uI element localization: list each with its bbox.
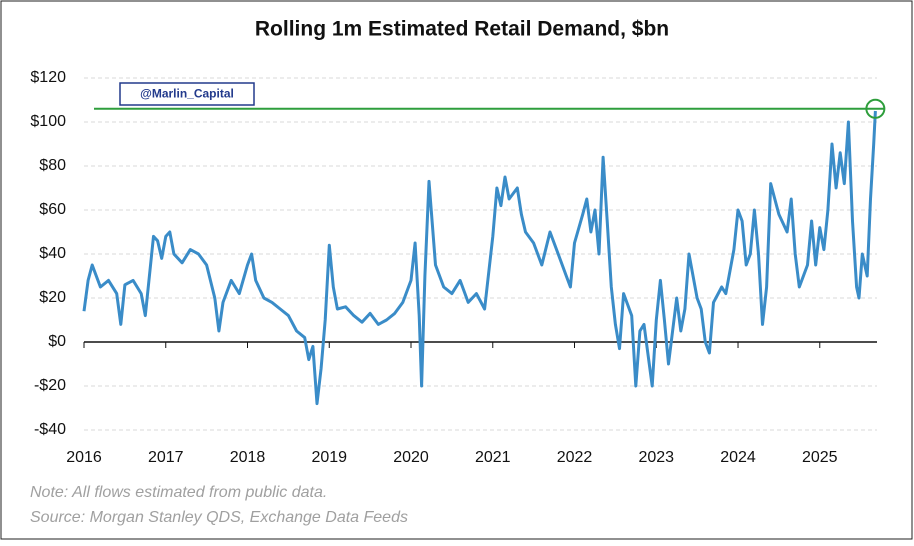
x-tick-label: 2016 (66, 449, 102, 466)
y-tick-label: $40 (39, 245, 66, 262)
x-tick-label: 2024 (720, 449, 756, 466)
chart-title: Rolling 1m Estimated Retail Demand, $bn (255, 18, 669, 41)
annotation-box (119, 82, 255, 106)
y-tick-label: $0 (48, 333, 66, 350)
highlight-circle (865, 98, 886, 119)
note: Note: All flows estimated from public da… (30, 484, 327, 501)
y-tick-label: $80 (39, 157, 66, 174)
x-tick-label: 2023 (638, 449, 674, 466)
annotation: @Marlin_Capital (140, 87, 234, 101)
y-tick-label: $120 (30, 69, 66, 86)
y-tick-label: -$20 (34, 377, 66, 394)
x-tick-label: 2020 (393, 449, 429, 466)
x-tick-label: 2017 (148, 449, 184, 466)
y-tick-label: -$40 (34, 421, 66, 438)
x-tick-label: 2018 (230, 449, 266, 466)
x-tick-label: 2021 (475, 449, 511, 466)
source: Source: Morgan Stanley QDS, Exchange Dat… (30, 509, 408, 526)
x-tick-label: 2019 (311, 449, 347, 466)
x-tick-label: 2025 (802, 449, 838, 466)
y-tick-label: $20 (39, 289, 66, 306)
data-line (82, 110, 877, 406)
y-tick-label: $60 (39, 201, 66, 218)
x-tick-label: 2022 (557, 449, 593, 466)
y-tick-label: $100 (30, 113, 66, 130)
